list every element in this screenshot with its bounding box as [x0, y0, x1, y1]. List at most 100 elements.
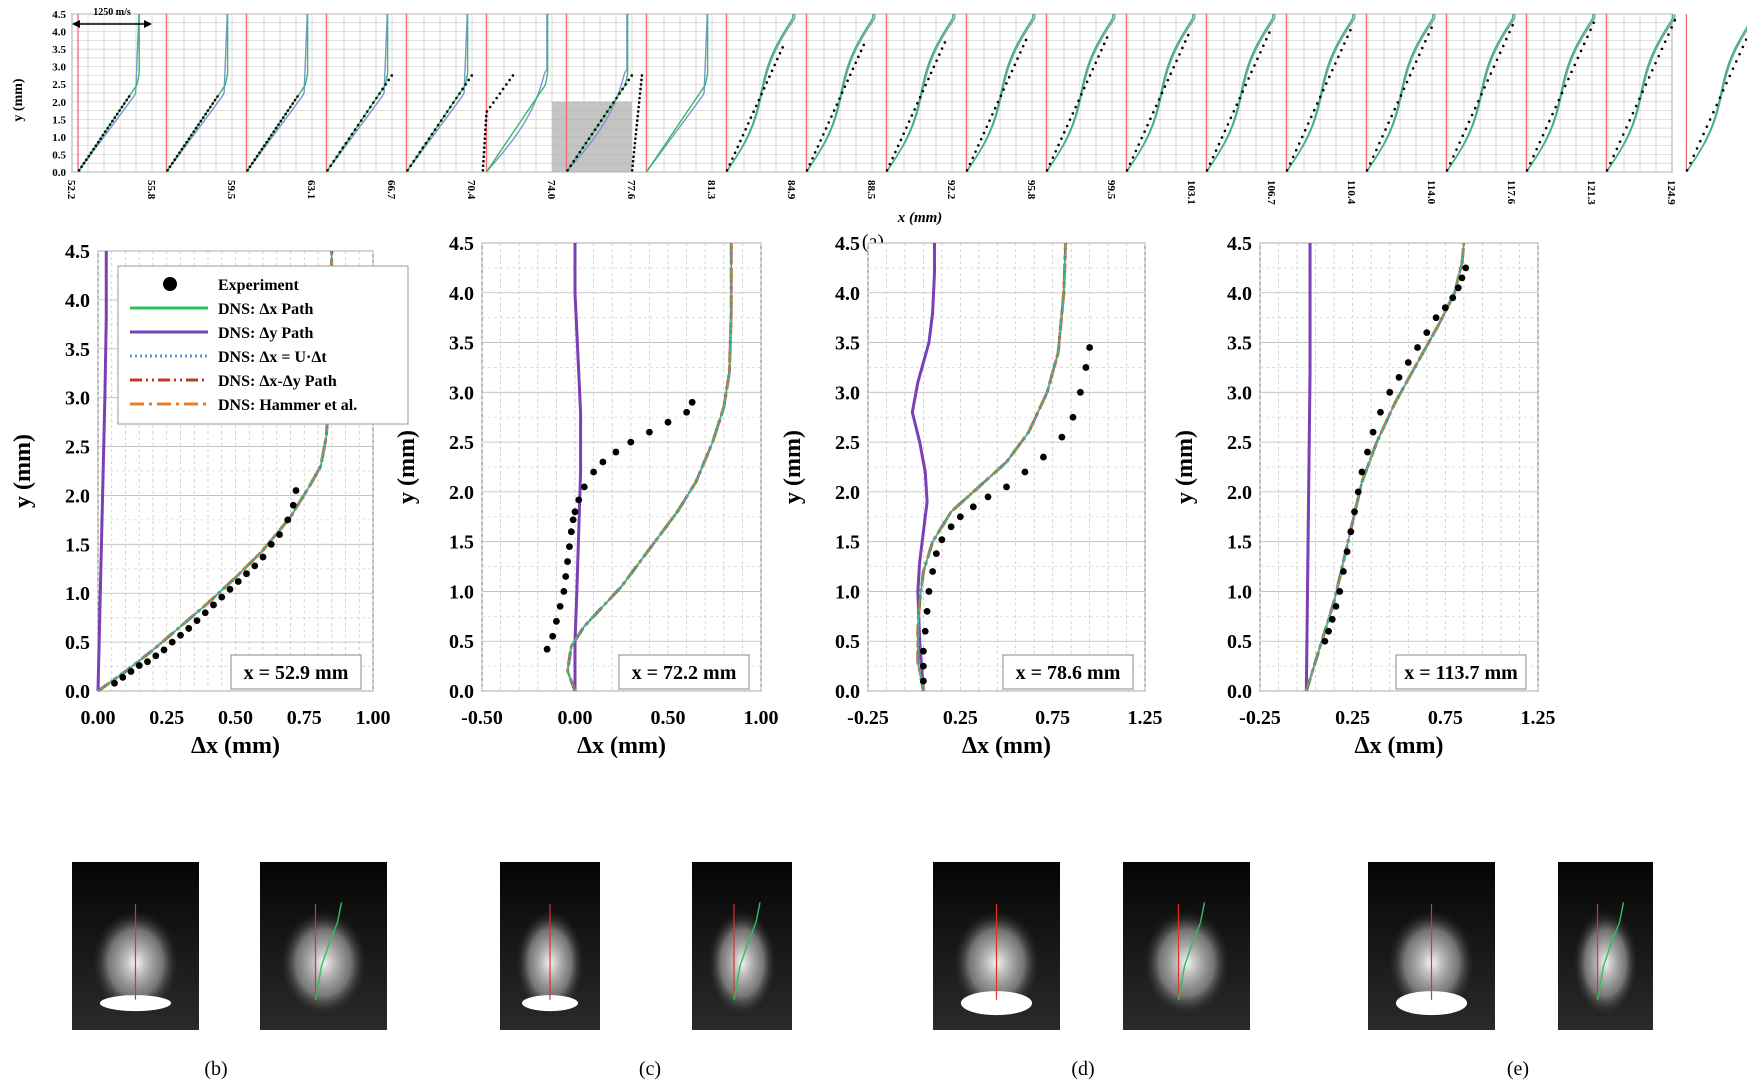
panel-d-experiment-point	[956, 513, 964, 521]
panel-a-experiment-point	[216, 95, 219, 98]
panel-a-experiment-point	[424, 141, 428, 145]
panel-a-experiment-point	[1160, 91, 1164, 95]
panel-a-experiment-point	[1343, 42, 1346, 45]
panel-b-x-tick-label: 0.50	[218, 707, 253, 729]
panel-a-experiment-point	[1259, 50, 1262, 54]
panel-e-annotation: x = 113.7 mm	[1404, 662, 1518, 684]
panel-a-experiment-point	[728, 163, 732, 166]
panel-a-experiment-point	[166, 168, 169, 172]
panel-a-experiment-point	[111, 119, 114, 123]
panel-a-experiment-point	[1582, 42, 1586, 46]
panel-a-experiment-point	[816, 145, 820, 148]
panel-e-dy-path-line	[1304, 243, 1312, 692]
panel-a-experiment-point	[739, 139, 742, 143]
panel-a-experiment-point	[187, 137, 191, 140]
panel-a-experiment-point	[1100, 48, 1103, 52]
panel-a-experiment-point	[455, 96, 458, 100]
panel-b-experiment-point	[160, 646, 168, 654]
panel-c-experiment-point	[553, 617, 560, 625]
panel-a-experiment-point	[378, 92, 381, 95]
panel-a-experiment-point	[492, 101, 495, 104]
panel-a-experiment-point	[757, 98, 761, 102]
panel-a-experiment-point	[92, 147, 95, 151]
panel-a-experiment-point	[1532, 154, 1535, 158]
panel-b-x-tick-label: 0.75	[287, 707, 322, 729]
panel-a-experiment-point	[1605, 168, 1609, 172]
panel-a-x-tick-label: 106.7	[1265, 180, 1277, 205]
panel-a-experiment-point	[609, 105, 612, 109]
image-path-line	[314, 902, 343, 1000]
panel-a-experiment-point	[1673, 19, 1677, 22]
panel-d-experiment-point	[947, 523, 955, 531]
panel-a-experiment-point	[482, 155, 486, 159]
panel-c-experiment-point	[599, 458, 607, 466]
panel-a-experiment-point	[505, 83, 508, 86]
image-glow	[706, 907, 778, 1019]
panel-a-experiment-point	[835, 103, 839, 106]
panel-a-experiment-point	[482, 159, 485, 163]
panel-a-experiment-point	[1452, 155, 1455, 158]
panel-d-experiment-point	[925, 588, 933, 595]
panel-a-experiment-point	[356, 123, 360, 127]
panel-a-experiment-point	[993, 106, 997, 110]
panel-a-experiment-point	[1226, 123, 1230, 126]
panel-b-y-tick-label: 3.5	[65, 339, 90, 361]
panel-a-experiment-point	[762, 87, 766, 90]
panel-a-experiment-point	[484, 119, 488, 122]
panel-d-experiment-point	[1076, 388, 1084, 396]
panel-a-experiment-point	[1152, 111, 1155, 114]
panel-a-x-tick-label: 59.5	[225, 180, 237, 200]
panel-a-x-tick-label: 110.4	[1345, 180, 1357, 205]
panel-a-experiment-point	[495, 96, 498, 100]
panel-a-experiment-point	[1660, 47, 1664, 51]
panel-a-experiment-point	[1146, 123, 1149, 127]
legend-label: DNS: Δx = U·Δt	[218, 349, 327, 366]
panel-a-experiment-point	[1016, 57, 1019, 60]
panel-a-experiment-point	[180, 147, 184, 151]
panel-a-experiment-point	[1387, 121, 1390, 125]
panel-a-experiment-point	[1408, 73, 1412, 77]
panel-a-experiment-point	[635, 128, 638, 131]
panel-c-experiment-point	[566, 543, 573, 551]
panel-c-y-tick-label: 1.5	[449, 532, 474, 554]
panel-e-y-tick-label: 0.5	[1227, 631, 1252, 653]
panel-c-y-tick-label: 2.0	[449, 482, 474, 504]
panel-a-green-profile	[1365, 14, 1434, 173]
panel-a-experiment-point	[982, 131, 986, 135]
panel-a-green-profile	[1685, 25, 1747, 173]
image-glow	[277, 907, 370, 1019]
legend-label: Experiment	[218, 277, 300, 294]
panel-a-y-tick-label: 3.0	[52, 62, 66, 74]
panel-a-experiment-point	[173, 158, 177, 162]
panel-a-experiment-point	[265, 140, 268, 144]
panel-a-experiment-point	[347, 137, 351, 140]
panel-a-experiment-point	[127, 95, 131, 98]
panel-a-experiment-point	[484, 123, 487, 127]
panel-e-experiment-point	[1395, 374, 1403, 381]
panel-a-experiment-point	[1501, 44, 1505, 48]
panel-a-experiment-point	[1712, 110, 1715, 114]
panel-c-y-tick-label: 3.5	[449, 333, 474, 355]
panel-a-experiment-point	[1172, 65, 1175, 69]
panel-a-experiment-point	[827, 121, 831, 124]
panel-a-experiment-point	[1641, 90, 1644, 94]
panel-b-caption: (b)	[204, 1058, 227, 1080]
panel-a-experiment-point	[575, 155, 579, 159]
panel-a-experiment-point	[1657, 54, 1661, 58]
panel-a-experiment-point	[618, 92, 621, 95]
panel-a-experiment-point	[1393, 107, 1397, 111]
panel-a-experiment-point	[1718, 96, 1722, 99]
panel-a-experiment-point	[1085, 80, 1089, 84]
panel-a-experiment-point	[1048, 162, 1052, 166]
panel-a-experiment-point	[1548, 119, 1551, 123]
panel-a-experiment-point	[741, 133, 745, 137]
panel-c-y-label: y (mm)	[394, 430, 420, 504]
panel-b-experiment-point	[259, 553, 267, 561]
panel-a-experiment-point	[885, 168, 889, 172]
panel-a-experiment-point	[197, 123, 200, 126]
panel-a-experiment-point	[1689, 161, 1692, 165]
panel-a-green-profile	[1445, 14, 1514, 173]
panel-d-x-tick-label: 0.75	[1035, 707, 1070, 729]
panel-a-experiment-point	[1157, 98, 1161, 101]
panel-a-experiment-point	[1208, 162, 1212, 165]
